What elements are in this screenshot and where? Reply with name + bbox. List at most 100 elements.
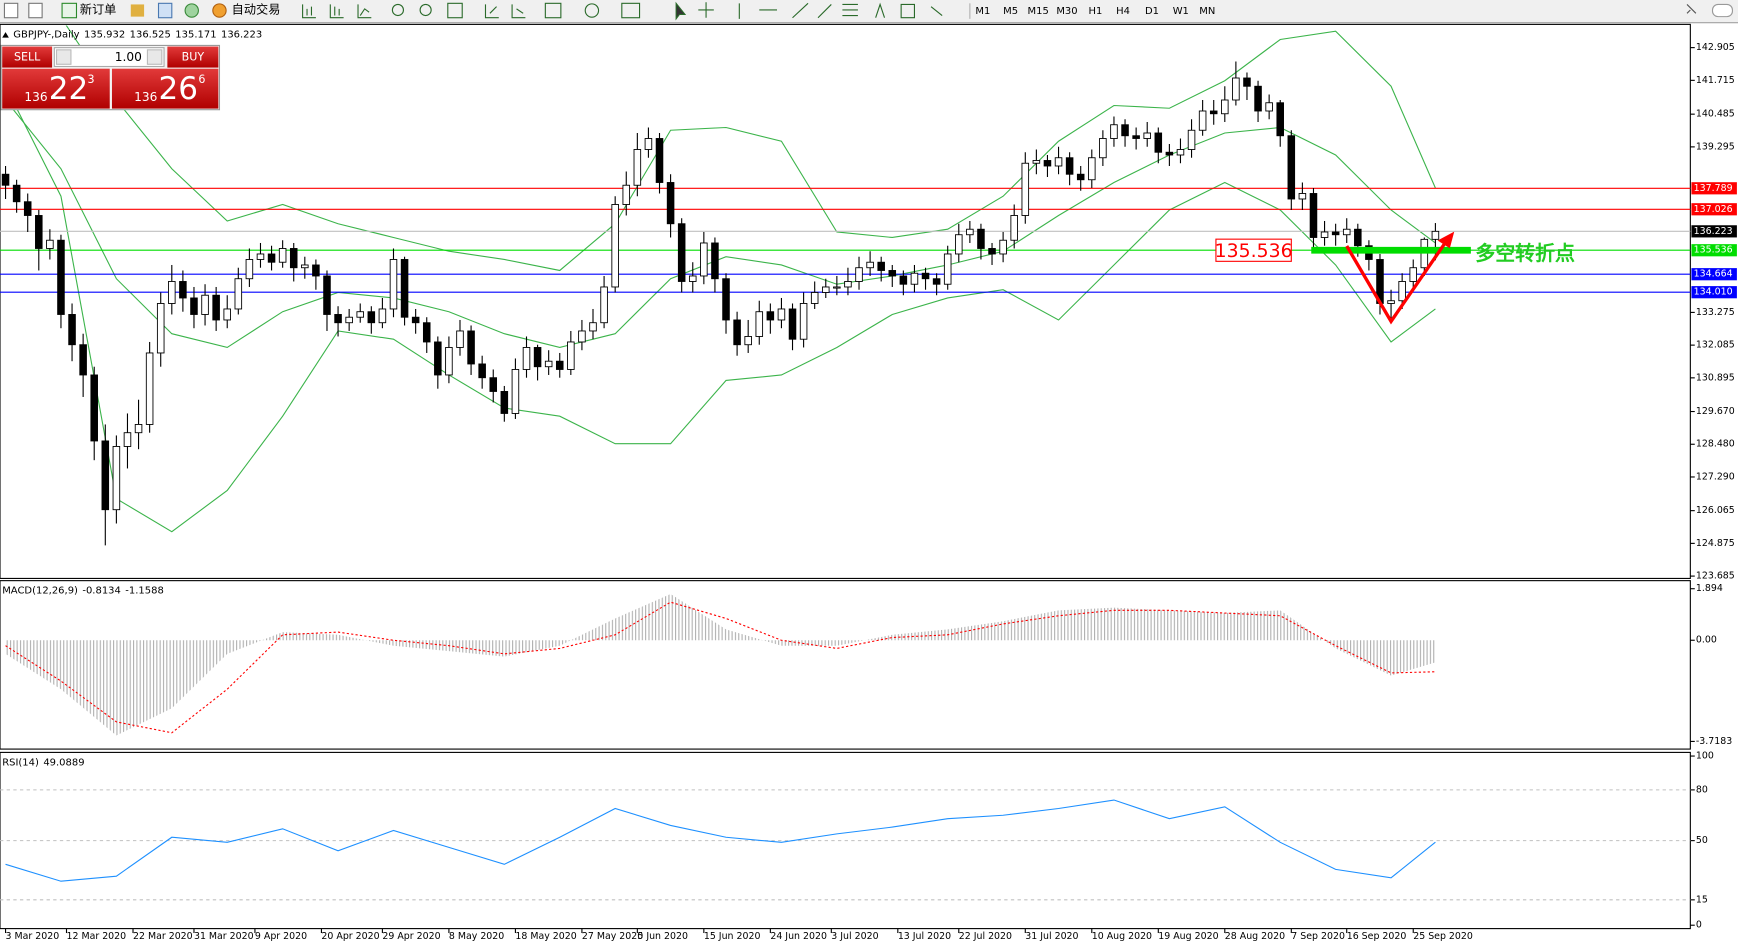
candle-body	[411, 316, 420, 324]
main-panel	[0, 23, 1691, 579]
lots-up[interactable]	[146, 49, 163, 65]
new-order-button[interactable]: 新订单	[80, 1, 117, 16]
buy-label[interactable]: BUY	[182, 51, 205, 64]
timeframe-button[interactable]: M30	[1056, 6, 1077, 17]
candle-body	[633, 149, 642, 186]
candle-body	[345, 316, 353, 324]
icon[interactable]	[130, 4, 145, 17]
price-tag-label: 135.536	[1694, 245, 1733, 256]
timeframe-button[interactable]: D1	[1145, 6, 1159, 17]
icon[interactable]	[544, 2, 562, 19]
candle-body	[156, 303, 165, 354]
x-tick-label: 12 Mar 2020	[67, 931, 127, 942]
icon[interactable]	[484, 4, 499, 19]
timeframe-button[interactable]: H4	[1116, 6, 1130, 17]
candle-body	[422, 322, 431, 343]
candle-body	[356, 311, 365, 318]
timeframe-button[interactable]: W1	[1173, 6, 1189, 17]
candle-body	[1065, 157, 1074, 175]
icon[interactable]	[419, 3, 432, 17]
candle-body	[267, 253, 276, 263]
candle-body	[1110, 124, 1118, 139]
candle-body	[866, 261, 874, 269]
candle-body	[799, 303, 808, 340]
lots-field[interactable]	[53, 47, 165, 68]
icon[interactable]	[28, 2, 43, 19]
icon[interactable]	[738, 2, 858, 19]
price-tag-label: 134.664	[1694, 269, 1733, 280]
candle-body	[467, 330, 475, 365]
price-tag-label: 136.223	[1694, 226, 1733, 237]
candle-body	[733, 319, 741, 346]
chart-layer: 142.905 141.715 140.485 139.295 133.275 132.0…	[0, 25, 1737, 942]
x-tick-label: 7 Sep 2020	[1291, 931, 1345, 942]
x-tick-label: 3 Mar 2020	[6, 931, 60, 942]
candle-body	[788, 308, 797, 340]
timeframe-button[interactable]: H1	[1088, 6, 1102, 17]
x-tick-label: 25 Sep 2020	[1413, 931, 1473, 942]
candle-body	[68, 314, 76, 346]
auto-trading-button[interactable]: 自动交易	[232, 1, 281, 16]
candle-body	[522, 347, 531, 370]
y-tick-label: 126.065	[1696, 505, 1735, 516]
bid-box[interactable]	[2, 68, 110, 109]
timeframe-button[interactable]: M1	[975, 6, 990, 17]
icon[interactable]	[357, 4, 372, 19]
candle-body	[766, 311, 775, 321]
timeframe-button[interactable]: M15	[1028, 6, 1049, 17]
ask-box[interactable]	[111, 68, 219, 109]
timeframe-button[interactable]: MN	[1199, 6, 1215, 17]
icon[interactable]	[184, 3, 199, 18]
candle-body	[212, 294, 220, 321]
icon[interactable]	[329, 4, 344, 19]
tool-icons	[302, 1, 943, 21]
icon[interactable]	[1686, 4, 1697, 14]
candle-body	[79, 344, 87, 376]
lots-down[interactable]	[55, 49, 72, 65]
sell-button[interactable]	[2, 46, 53, 68]
header-value: -0.8134	[82, 586, 120, 597]
icon[interactable]	[875, 2, 943, 19]
candle-body	[567, 341, 575, 370]
icon[interactable]	[621, 2, 641, 19]
candle-body	[46, 239, 54, 249]
arrow-line	[1345, 238, 1449, 325]
candle-body	[1254, 85, 1262, 112]
candle-body	[1287, 135, 1296, 200]
bollinger-lower	[5, 86, 1436, 533]
candle-body	[101, 440, 110, 511]
candle-body	[245, 259, 254, 280]
lots-value[interactable]: 1.00	[115, 50, 142, 64]
sell-label[interactable]: SELL	[14, 51, 41, 64]
bid-pips: 22	[49, 71, 88, 107]
buy-button[interactable]	[167, 46, 219, 68]
x-tick-label: 16 Sep 2020	[1347, 931, 1407, 942]
icon[interactable]	[1711, 3, 1734, 18]
timeframe-button[interactable]: M5	[1003, 6, 1018, 17]
x-tick-label: 24 Jun 2020	[770, 931, 827, 942]
candle-body	[1121, 124, 1129, 137]
toolbar: 新订单 自动交易 M1 M5 M15 M30 H1 H4 D1 W1 MN	[0, 0, 1738, 24]
x-tick-label: 3 Jul 2020	[831, 931, 878, 942]
icon[interactable]	[511, 4, 526, 19]
icon[interactable]	[3, 2, 19, 19]
x-tick-label: 31 Jul 2020	[1025, 931, 1078, 942]
candle-body	[400, 259, 409, 318]
new-order-icon[interactable]	[61, 2, 78, 19]
icon[interactable]	[391, 3, 405, 17]
icon[interactable]	[584, 3, 600, 18]
y-tick-label: 50	[1696, 835, 1708, 846]
icon[interactable]	[157, 2, 173, 19]
indicator-header: MACD(12,26,9) -0.8134 -1.1588	[2, 586, 164, 597]
x-tick-label: 13 Jul 2020	[898, 931, 951, 942]
icon[interactable]	[447, 2, 463, 19]
auto-trading-icon[interactable]	[212, 3, 227, 18]
x-tick-label: 29 Apr 2020	[382, 931, 440, 942]
icon[interactable]	[675, 1, 687, 21]
icon[interactable]	[698, 2, 714, 18]
candle-body	[1309, 193, 1318, 238]
x-tick-label: 9 Apr 2020	[255, 931, 307, 942]
icon[interactable]	[302, 4, 316, 19]
candle-body	[1143, 132, 1151, 139]
candle-body	[578, 330, 586, 343]
